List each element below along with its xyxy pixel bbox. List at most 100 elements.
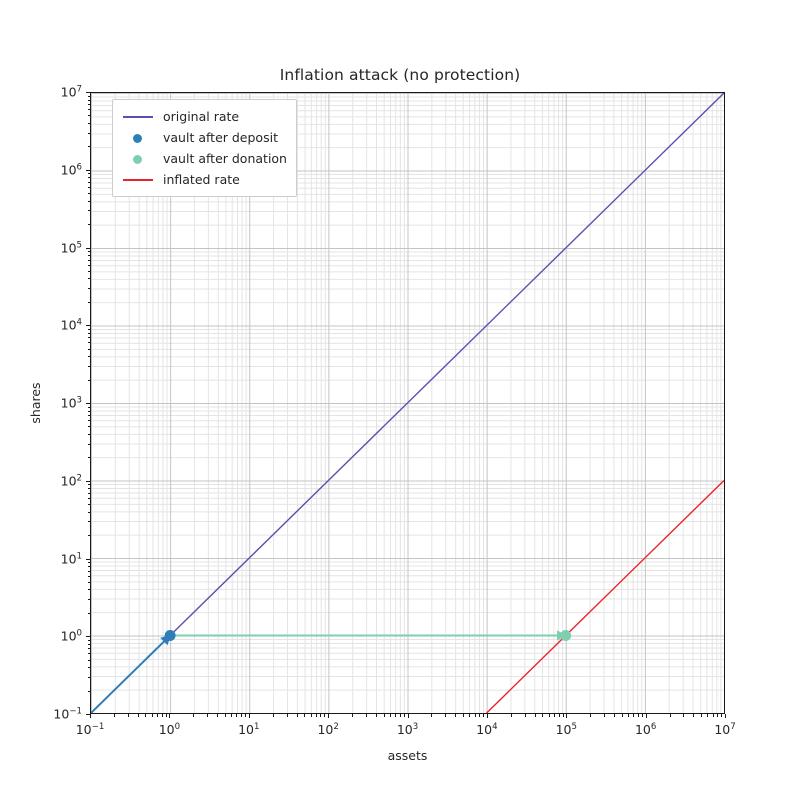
tick-mark	[87, 639, 90, 641]
legend-line-icon	[121, 173, 155, 187]
plot-area	[90, 92, 725, 714]
tick-mark	[403, 714, 405, 717]
tick-mark	[87, 599, 90, 601]
tick-mark	[87, 332, 90, 334]
legend-item-label: vault after donation	[163, 151, 287, 166]
tick-mark	[86, 325, 90, 327]
data-layer	[91, 93, 724, 713]
tick-mark	[614, 714, 616, 717]
tick-mark	[725, 714, 726, 718]
tick-mark	[296, 714, 298, 717]
tick-mark	[455, 714, 457, 717]
y-tick-label: 105	[60, 239, 82, 255]
legend-item-label: vault after deposit	[163, 130, 278, 145]
y-tick-label: 104	[60, 317, 82, 333]
tick-mark	[87, 581, 90, 583]
tick-mark	[87, 426, 90, 428]
tick-mark	[87, 488, 90, 490]
tick-mark	[510, 714, 512, 717]
marker-vault-after-donation	[560, 630, 572, 641]
tick-mark	[87, 562, 90, 564]
tick-mark	[145, 714, 147, 717]
legend-line-icon	[121, 110, 155, 124]
tick-mark	[407, 714, 409, 718]
tick-mark	[548, 714, 550, 717]
tick-mark	[590, 714, 592, 717]
tick-mark	[542, 714, 544, 717]
tick-mark	[86, 403, 90, 404]
tick-mark	[87, 365, 90, 367]
tick-mark	[193, 714, 195, 717]
legend-item-inflated-rate[interactable]: inflated rate	[121, 169, 287, 190]
tick-mark	[87, 173, 90, 175]
tick-mark	[462, 714, 464, 717]
tick-mark	[553, 714, 555, 717]
tick-mark	[693, 714, 695, 717]
tick-mark	[87, 288, 90, 290]
tick-mark	[474, 714, 476, 717]
tick-mark	[524, 714, 526, 717]
legend-item-label: inflated rate	[163, 172, 240, 187]
tick-mark	[87, 643, 90, 645]
tick-mark	[90, 714, 91, 718]
tick-mark	[87, 193, 90, 195]
tick-mark	[87, 255, 90, 257]
tick-mark	[315, 714, 317, 717]
tick-mark	[87, 612, 90, 614]
tick-mark	[712, 714, 714, 717]
tick-mark	[562, 714, 564, 717]
tick-mark	[87, 415, 90, 417]
legend-dot-swatch	[133, 154, 142, 164]
legend-item-label: original rate	[163, 109, 240, 124]
tick-mark	[86, 92, 90, 93]
legend-item-original-rate[interactable]: original rate	[121, 106, 287, 127]
tick-mark	[324, 714, 326, 717]
legend-item-vault-after-deposit[interactable]: vault after deposit	[121, 127, 287, 148]
series-deposit-arrow	[91, 634, 171, 713]
tick-mark	[383, 714, 385, 717]
tick-mark	[701, 714, 703, 717]
tick-mark	[113, 714, 115, 717]
tick-mark	[87, 659, 90, 661]
tick-mark	[604, 714, 606, 717]
tick-mark	[395, 714, 397, 717]
tick-mark	[320, 714, 322, 717]
tick-mark	[87, 521, 90, 523]
tick-mark	[87, 667, 90, 669]
tick-mark	[87, 186, 90, 188]
chart-legend: original rate vault after deposit vault af…	[112, 99, 297, 197]
tick-mark	[628, 714, 630, 717]
tick-mark	[637, 714, 639, 717]
tick-mark	[217, 714, 219, 717]
tick-mark	[365, 714, 367, 717]
tick-mark	[87, 511, 90, 513]
x-tick-label: 10−1	[75, 721, 105, 737]
tick-mark	[483, 714, 485, 717]
tick-mark	[87, 497, 90, 499]
tick-mark	[87, 337, 90, 339]
tick-mark	[87, 653, 90, 655]
tick-mark	[87, 146, 90, 148]
tick-mark	[169, 714, 171, 718]
tick-mark	[641, 714, 643, 717]
tick-mark	[445, 714, 447, 717]
tick-mark	[86, 558, 90, 560]
tick-mark	[469, 714, 471, 717]
series-inflated-rate	[486, 480, 724, 713]
tick-mark	[87, 251, 90, 253]
tick-mark	[87, 570, 90, 572]
y-tick-label: 103	[60, 395, 82, 411]
tick-mark	[87, 433, 90, 435]
tick-mark	[87, 99, 90, 101]
tick-mark	[87, 109, 90, 111]
tick-mark	[479, 714, 481, 717]
tick-mark	[707, 714, 709, 717]
legend-item-vault-after-donation[interactable]: vault after donation	[121, 148, 287, 169]
tick-mark	[669, 714, 671, 717]
tick-mark	[534, 714, 536, 717]
tick-mark	[207, 714, 209, 717]
x-tick-label: 100	[158, 721, 181, 737]
tick-mark	[87, 224, 90, 226]
tick-mark	[87, 575, 90, 577]
